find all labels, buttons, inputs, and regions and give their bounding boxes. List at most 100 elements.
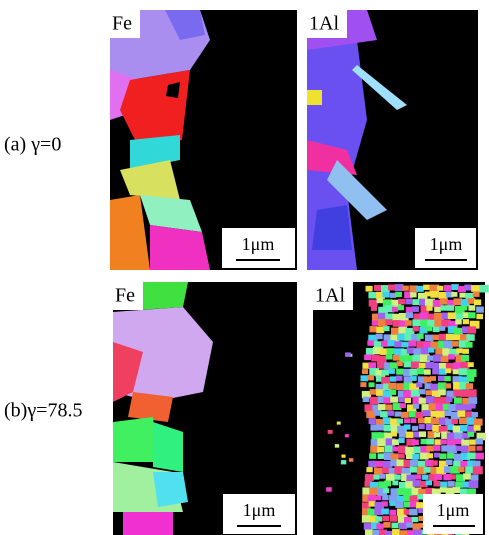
grain [326,487,332,491]
grain [406,307,413,312]
grain [398,305,404,310]
grain [433,355,442,362]
grain [473,291,480,296]
grain [453,369,459,374]
grain [395,501,403,508]
grain [378,313,386,319]
grain [364,523,372,530]
grain [396,376,403,381]
grain [475,438,483,444]
grain [384,445,392,452]
grain [433,327,440,332]
grain [451,284,458,290]
grain [349,458,353,462]
scale-bar-label: 1μm [242,234,275,254]
grain [452,341,459,347]
grain [384,334,392,340]
grain [390,362,398,368]
grain [425,335,434,342]
grain [373,475,379,480]
grain [409,509,417,516]
grain [419,389,426,394]
scale-bar-label: 1μm [437,500,470,520]
grain [369,362,377,368]
grain [378,453,385,459]
grain [392,439,399,445]
grain [410,418,416,423]
grain [412,517,419,522]
grain [388,383,396,389]
grain [473,461,481,467]
grain [386,354,393,359]
scale-bar-label: 1μm [243,500,276,520]
grain [405,447,415,455]
grain [411,361,420,368]
grain [383,488,389,493]
grain [474,299,481,305]
grain [416,382,422,387]
grain [389,369,395,374]
grain [369,418,376,424]
grain [392,529,400,535]
grain [389,389,396,395]
grain [404,361,411,367]
grain [113,417,158,462]
grain [476,453,484,460]
grain [448,481,455,487]
grain [312,205,352,250]
grain [402,286,408,291]
grain [476,314,483,319]
grain [369,501,376,506]
grain [467,376,474,382]
grain [404,424,411,429]
grain [418,418,425,423]
grain [399,523,407,530]
grain [369,488,378,495]
grain [455,482,463,488]
grain [434,307,441,312]
grain [439,334,447,341]
grain [397,361,403,366]
grain [426,306,432,311]
grain [388,411,394,416]
grain [412,440,419,445]
grain [382,516,389,521]
grain [446,397,452,402]
grain [376,461,383,467]
grain [426,390,432,395]
grain [440,482,447,488]
grain [381,508,388,514]
panel-label: 1Al [309,13,339,35]
grain [377,447,384,453]
grain [405,320,412,326]
grain [365,286,372,292]
grain [459,293,465,298]
grain [407,347,415,353]
grain [398,438,404,443]
grain [460,488,467,494]
grain [388,284,395,290]
grain [371,306,377,311]
grain [392,447,398,452]
grain [419,312,428,319]
grain [382,370,389,376]
grain [370,389,377,395]
grain [398,454,404,459]
grain [391,523,398,529]
grain [412,426,418,431]
grain [410,369,418,376]
grain [406,522,413,527]
grain [427,355,434,360]
grain [444,285,452,291]
grain [337,422,341,425]
grain [394,341,402,347]
grain [438,376,445,381]
grain [422,475,428,480]
grain [345,352,351,356]
grain [396,369,404,375]
grain [434,439,441,445]
grain [367,375,374,380]
grain [419,398,427,404]
grain [421,439,428,444]
grain [382,467,389,473]
